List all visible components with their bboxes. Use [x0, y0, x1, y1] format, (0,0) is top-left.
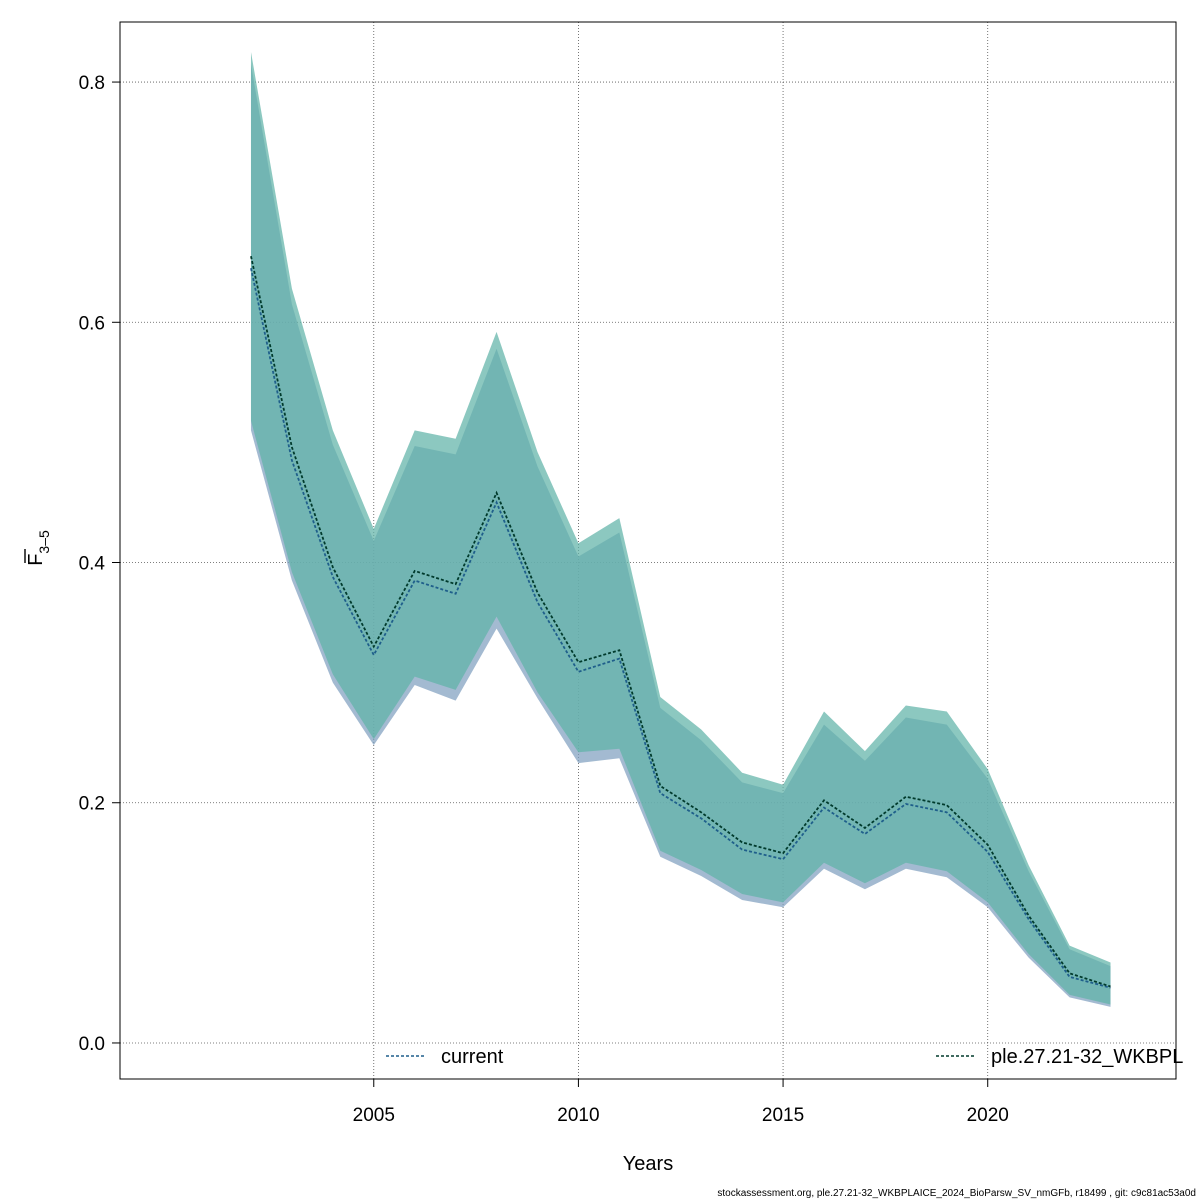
- series-line-ple-27-21-32: [250, 256, 1111, 988]
- plot-frame: [119, 21, 1177, 1080]
- legend-label-current: current: [441, 1046, 504, 1068]
- x-tick-label-2010: 2010: [557, 1105, 599, 1126]
- y-tick-label-1: 0.2: [79, 794, 105, 815]
- x-axis-title: Years: [623, 1153, 673, 1175]
- legend: current ple.27.21-32_WKBPL: [386, 1046, 1183, 1068]
- y-axis-title-subscript: 3–5: [36, 530, 52, 554]
- y-axis-title: F3–5: [24, 530, 52, 566]
- legend-label-ple-27-21-32: ple.27.21-32_WKBPL: [991, 1046, 1183, 1068]
- x-axis: 2005 2010 2015 2020: [353, 1079, 1009, 1126]
- y-axis: 0.0 0.2 0.4 0.6 0.8: [79, 73, 120, 1055]
- y-axis-title-main: F: [25, 554, 47, 566]
- series-lines: [250, 256, 1111, 989]
- y-tick-label-4: 0.8: [79, 73, 105, 94]
- footer-source-text: stockassessment.org, ple.27.21-32_WKBPLA…: [717, 1188, 1196, 1199]
- x-tick-label-2020: 2020: [967, 1105, 1009, 1126]
- confidence-band-ple-27-21-32: [250, 52, 1111, 1005]
- legend-item-current: current: [386, 1046, 504, 1068]
- svg-text:F3–5: F3–5: [25, 530, 52, 566]
- y-tick-label-3: 0.6: [79, 313, 105, 334]
- x-tick-label-2015: 2015: [762, 1105, 804, 1126]
- confidence-bands: [250, 52, 1111, 1007]
- x-tick-label-2005: 2005: [353, 1105, 395, 1126]
- y-tick-label-0: 0.0: [79, 1034, 105, 1055]
- y-tick-label-2: 0.4: [79, 554, 106, 575]
- series-line-current: [250, 268, 1111, 989]
- legend-item-ple-27-21-32: ple.27.21-32_WKBPL: [936, 1046, 1183, 1068]
